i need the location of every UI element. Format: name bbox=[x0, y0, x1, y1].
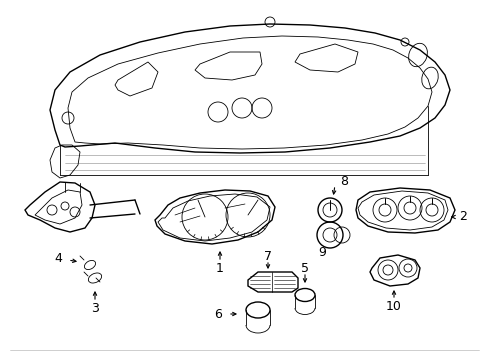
Text: 5: 5 bbox=[301, 261, 308, 274]
Text: 9: 9 bbox=[317, 246, 325, 258]
Text: 2: 2 bbox=[458, 211, 466, 224]
Circle shape bbox=[403, 264, 411, 272]
Text: 10: 10 bbox=[385, 300, 401, 312]
Text: 6: 6 bbox=[214, 307, 222, 320]
Text: 1: 1 bbox=[216, 261, 224, 274]
Text: 3: 3 bbox=[91, 301, 99, 315]
Text: 7: 7 bbox=[264, 249, 271, 262]
Circle shape bbox=[425, 204, 437, 216]
Circle shape bbox=[378, 204, 390, 216]
Text: 8: 8 bbox=[339, 175, 347, 189]
Circle shape bbox=[382, 265, 392, 275]
Circle shape bbox=[403, 202, 415, 214]
Text: 4: 4 bbox=[54, 252, 62, 265]
